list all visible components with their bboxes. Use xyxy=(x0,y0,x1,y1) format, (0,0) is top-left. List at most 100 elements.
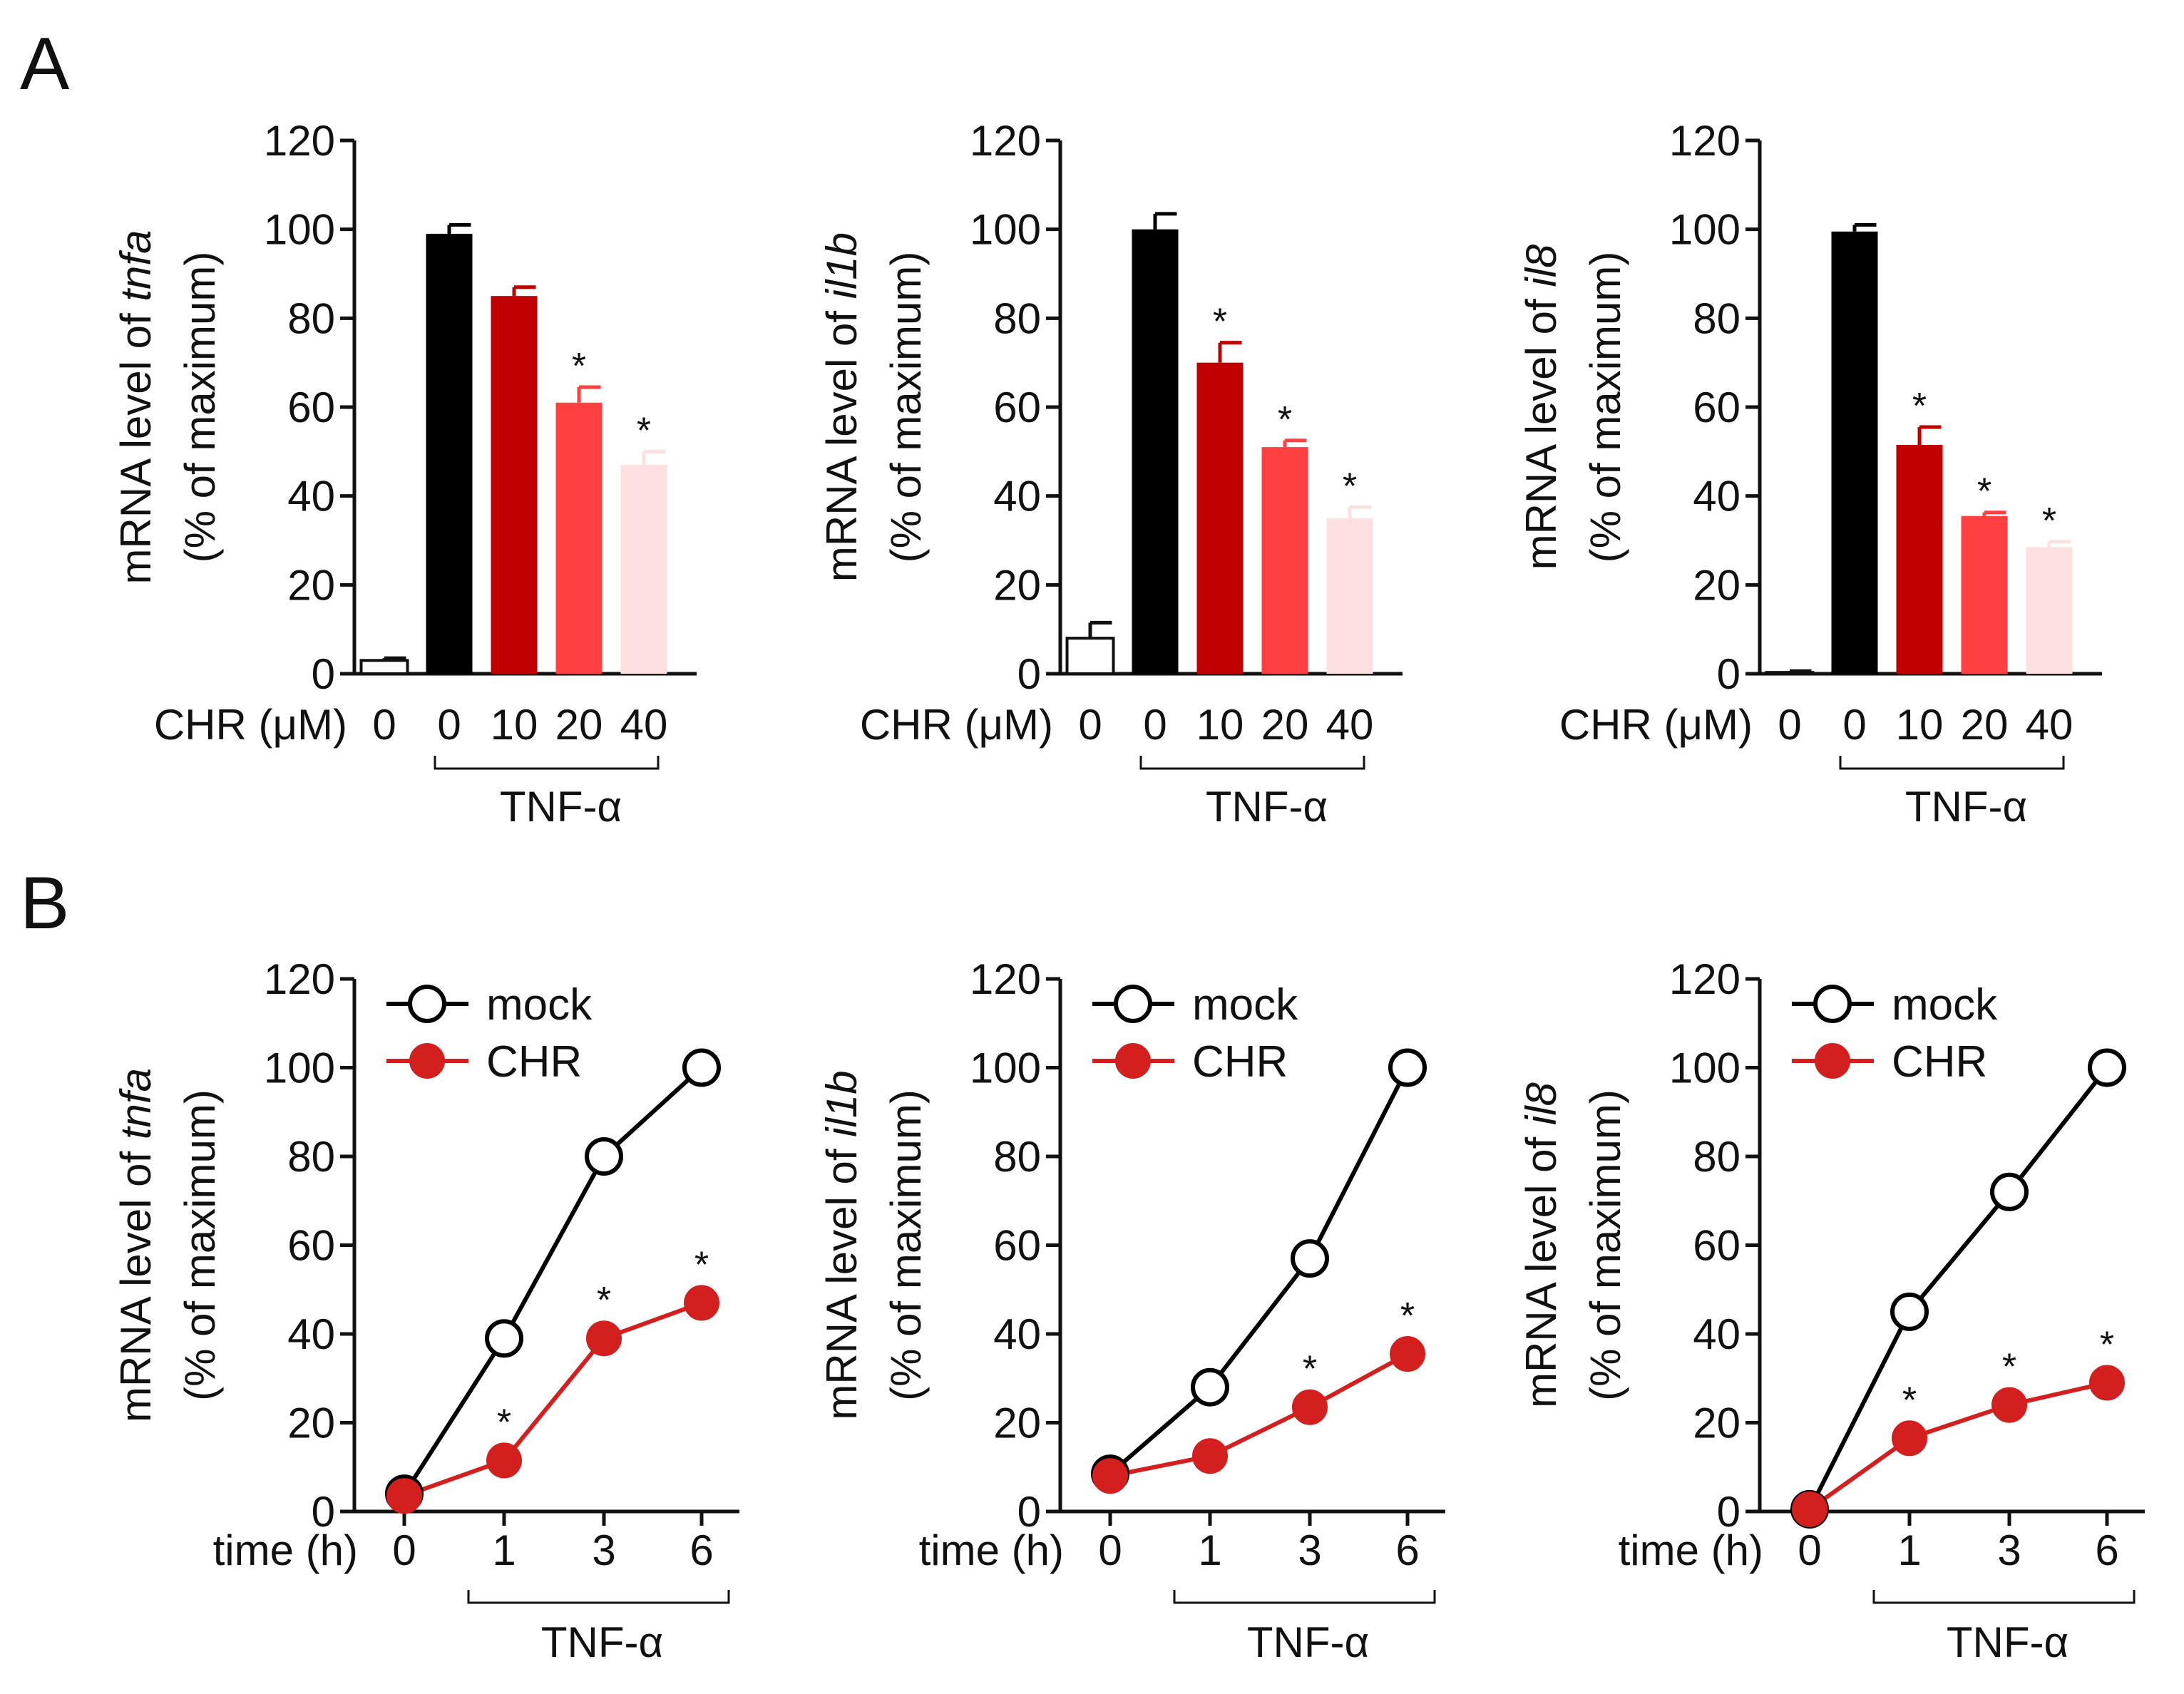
legend-marker-mock xyxy=(1813,985,1852,1023)
y-axis-label-gene: il8 xyxy=(1517,1082,1565,1125)
significance-star: * xyxy=(1400,1295,1415,1337)
y-axis-label-gene: il1b xyxy=(818,232,866,299)
significance-star: * xyxy=(1213,302,1227,343)
y-tick-label: 60 xyxy=(1693,1222,1740,1270)
bar xyxy=(426,233,473,674)
y-axis-label-gene: il8 xyxy=(1517,244,1565,287)
y-tick-label: 100 xyxy=(1669,1044,1740,1092)
x-axis-label: CHR (μM) xyxy=(1559,701,1753,749)
series-line-mock xyxy=(402,1066,704,1495)
bar xyxy=(2026,547,2073,674)
y-tick-label: 20 xyxy=(287,1400,335,1447)
x-tick-label: 0 xyxy=(1078,701,1102,749)
y-tick-label: 100 xyxy=(970,206,1041,254)
x-axis-label: time (h) xyxy=(919,1526,1064,1574)
chr-point xyxy=(386,1478,422,1514)
x-axis-label: time (h) xyxy=(213,1526,358,1574)
treatment-label: TNF-α xyxy=(1947,1618,2068,1666)
y-tick-label: 120 xyxy=(264,955,335,1003)
y-axis-label: mRNA level of il1b xyxy=(818,232,866,582)
series-line-chr xyxy=(1109,1352,1409,1479)
y-axis-unit: (% of maximum) xyxy=(176,252,224,563)
y-tick-label: 0 xyxy=(312,650,335,698)
y-tick-label: 80 xyxy=(1693,1133,1740,1181)
x-tick-label: 10 xyxy=(491,701,538,749)
bar xyxy=(1196,362,1244,674)
y-tick-label: 80 xyxy=(287,1133,335,1181)
chr-point xyxy=(486,1442,522,1479)
y-axis-label-prefix: mRNA level of xyxy=(818,299,866,582)
x-tick-label: 3 xyxy=(1997,1526,2021,1574)
mock-point xyxy=(1890,1292,1929,1331)
mock-point xyxy=(682,1048,721,1087)
y-axis-label-prefix: mRNA level of xyxy=(1517,287,1565,570)
bar xyxy=(1765,671,1815,676)
y-axis-label-prefix: mRNA level of xyxy=(112,302,160,585)
bar xyxy=(1326,518,1373,674)
treatment-bracket xyxy=(1872,1590,2136,1604)
legend-marker-mock xyxy=(1114,985,1152,1023)
y-tick-label: 80 xyxy=(1693,294,1740,342)
bar xyxy=(1065,637,1115,676)
x-axis-label: time (h) xyxy=(1619,1526,1763,1574)
treatment-label: TNF-α xyxy=(1247,1618,1369,1666)
y-axis-label-gene: il1b xyxy=(818,1070,866,1136)
x-tick-label: 10 xyxy=(1896,701,1944,749)
chr-point xyxy=(684,1285,719,1321)
y-axis-label: mRNA level of il1b xyxy=(818,1070,866,1420)
bar xyxy=(1261,447,1308,674)
x-tick-label: 6 xyxy=(689,1526,713,1574)
y-tick-label: 60 xyxy=(1693,384,1740,431)
bar xyxy=(1132,229,1179,674)
x-tick-label: 6 xyxy=(1395,1526,1419,1574)
x-tick-label: 20 xyxy=(555,701,603,749)
treatment-label: TNF-α xyxy=(1206,783,1328,831)
significance-star: * xyxy=(1977,471,1991,513)
y-axis-unit: (% of maximum) xyxy=(882,1089,930,1401)
y-axis-label: mRNA level of il8 xyxy=(1517,1082,1565,1407)
y-axis-label-gene: tnfa xyxy=(112,1068,160,1139)
series-line-chr xyxy=(403,1300,703,1499)
x-tick-label: 40 xyxy=(2026,701,2073,749)
y-tick-label: 80 xyxy=(993,1133,1041,1181)
significance-star: * xyxy=(1912,386,1927,427)
x-axis-label: CHR (μM) xyxy=(154,701,347,749)
y-tick-label: 60 xyxy=(993,1222,1041,1270)
significance-star: * xyxy=(572,346,586,387)
legend-label-chr: CHR xyxy=(1892,1037,1987,1087)
y-tick-label: 120 xyxy=(970,955,1041,1003)
y-tick-label: 120 xyxy=(1669,117,1740,165)
treatment-label: TNF-α xyxy=(500,783,622,831)
significance-star: * xyxy=(637,410,651,451)
mock-point xyxy=(1388,1048,1427,1087)
y-tick-label: 60 xyxy=(287,1222,335,1270)
y-tick-label: 120 xyxy=(970,117,1041,165)
legend-label-chr: CHR xyxy=(486,1037,582,1087)
x-tick-label: 3 xyxy=(1298,1526,1321,1574)
significance-star: * xyxy=(694,1244,709,1285)
mock-point xyxy=(485,1319,523,1358)
mock-point xyxy=(585,1137,623,1176)
y-axis-label-prefix: mRNA level of xyxy=(1517,1125,1565,1408)
legend-marker-chr xyxy=(1815,1043,1850,1079)
significance-star: * xyxy=(2002,1347,2016,1388)
x-tick-label: 20 xyxy=(1261,701,1309,749)
y-axis-label-gene: tnfa xyxy=(112,230,160,302)
chr-point xyxy=(1292,1389,1328,1425)
y-axis-label: mRNA level of il8 xyxy=(1517,244,1565,570)
treatment-bracket xyxy=(1839,756,2065,770)
chr-point xyxy=(586,1320,622,1357)
mock-point xyxy=(2088,1048,2126,1087)
significance-star: * xyxy=(497,1402,511,1443)
bar xyxy=(1896,444,1943,674)
series-line-chr xyxy=(1808,1380,2108,1511)
y-axis-label: mRNA level of tnfa xyxy=(112,1068,160,1422)
bar xyxy=(359,659,409,675)
chr-point xyxy=(1792,1491,1827,1527)
